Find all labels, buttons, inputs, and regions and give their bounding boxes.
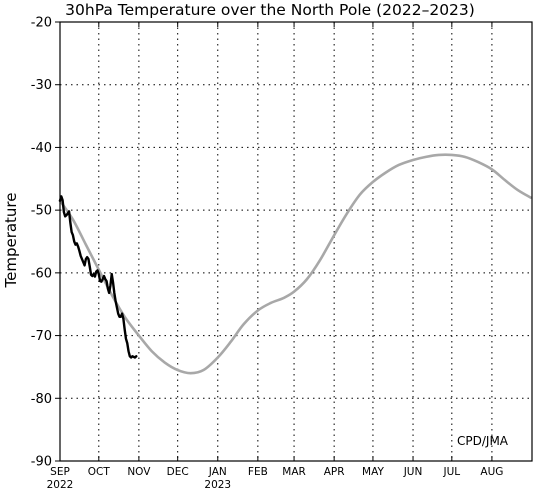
x-tick-label: JUN xyxy=(403,466,423,478)
x-tick-label: JUL xyxy=(443,466,461,478)
data-series xyxy=(58,153,533,375)
series-line-climatology xyxy=(58,153,533,375)
x-tick-label: MAY xyxy=(362,466,384,478)
y-tick-label: -90 xyxy=(31,455,52,470)
chart-title: 30hPa Temperature over the North Pole (2… xyxy=(65,1,475,19)
y-tick-label: -80 xyxy=(31,392,52,407)
x-tick-label: FEB xyxy=(248,466,268,478)
plot-frame xyxy=(59,21,533,462)
x-tick-label: NOV xyxy=(127,466,151,478)
credit-label: CPD/JMA xyxy=(457,434,509,448)
x-tick-label: SEP xyxy=(50,466,70,478)
y-tick-label: -20 xyxy=(31,16,52,31)
x-tick-label: MAR xyxy=(282,466,306,478)
x-tick-label: AUG xyxy=(480,466,503,478)
series-line-observed xyxy=(58,195,138,359)
grid-lines xyxy=(60,22,532,461)
y-tick-label: -30 xyxy=(31,78,52,93)
y-tick-label: -70 xyxy=(31,329,52,344)
y-tick-label: -60 xyxy=(31,266,52,281)
y-tick-labels: -20 -30 -40 -50 -60 -70 -80 -90 xyxy=(31,16,52,470)
x-tick-year-label: 2023 xyxy=(204,479,231,491)
y-tick-label: -40 xyxy=(31,141,52,156)
x-tick-label: OCT xyxy=(88,466,111,478)
axis-ticks xyxy=(55,21,493,462)
x-tick-year-label: 2022 xyxy=(47,479,74,491)
y-axis-label: Temperature xyxy=(2,192,20,288)
x-tick-label: APR xyxy=(324,466,345,478)
y-tick-label: -50 xyxy=(31,204,52,219)
x-tick-label: DEC xyxy=(167,466,189,478)
x-tick-label: JAN xyxy=(208,466,227,478)
